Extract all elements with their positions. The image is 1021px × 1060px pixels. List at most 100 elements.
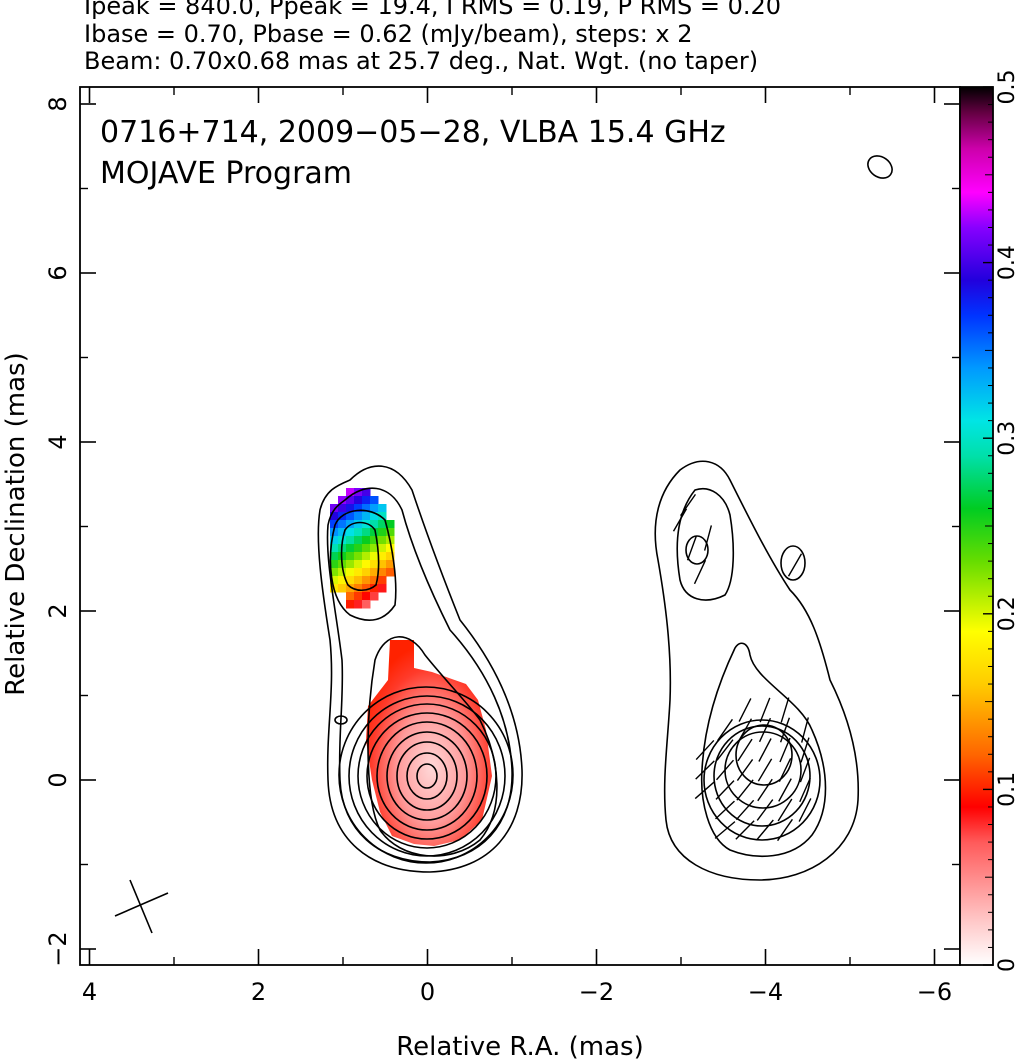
jet-polarization-pixel [370,528,379,537]
core-contours [317,465,523,873]
evpa-tick [780,697,790,723]
evpa-tick [679,493,697,517]
jet-polarization-pixel [370,504,379,513]
jet-polarization-pixel [330,512,339,521]
jet-polarization-pixel [378,512,387,521]
jet-polarization-pixel [354,520,363,529]
jet-polarization-pixel [330,552,339,561]
evpa-tick [736,779,754,801]
jet-polarization-pixel [346,488,355,497]
evpa-tick [801,717,809,743]
evpa-tick [686,535,698,561]
jet-polarization-pixel [330,528,339,537]
evpa-tick [694,780,716,800]
header-beam-info: Beam: 0.70x0.68 mas at 25.7 deg., Nat. W… [84,47,759,75]
jet-polarization-pixel [354,536,363,545]
jet-polarization-pixel [330,504,339,513]
jet-polarization-pixel [378,528,387,537]
jet-polarization-pixel [370,544,379,553]
jet-polarization-pixel [346,552,355,561]
jet-polarization-pixel [330,536,339,545]
jet-polarization-pixel [362,576,371,585]
y-tick-label: 8 [44,96,72,111]
y-tick-label: −2 [44,931,72,966]
evpa-tick [756,799,774,821]
jet-polarization-pixel [346,504,355,513]
evpa-tick [737,718,753,742]
jet-polarization-pixel [354,600,363,609]
evpa-tick [715,780,735,800]
jet-polarization-pixel [346,528,355,537]
jet-polarization-pixel [378,576,387,585]
evpa-tick [695,760,715,780]
jet-polarization-pixel [362,536,371,545]
evpa-tick [757,778,773,802]
y-tick-label: 2 [44,603,72,618]
evpa-tick [695,739,715,761]
evpa-tick [703,525,713,551]
jet-polarization-pixel [362,592,371,601]
header-base-levels: Ibase = 0.70, Pbase = 0.62 (mJy/beam), s… [84,20,693,48]
jet-polarization-pixel [370,560,379,569]
y-axis-label: Relative Declination (mas) [1,352,31,695]
jet-polarization-pixel [386,544,395,553]
jet-polarization-pixel [362,568,371,577]
x-tick-label: −6 [917,978,952,1006]
header-intensity-stats: Ipeak = 840.0, Ppeak = 19.4, I RMS = 0.1… [84,0,782,20]
jet-polarization-pixel [370,496,379,505]
jet-polarization-pixel [362,488,371,497]
jet-polarization-pixel [338,528,347,537]
jet-polarization-pixel [370,576,379,585]
beam-indicator [114,879,169,934]
jet-polarization-pixel [346,544,355,553]
jet-polarization-pixel [362,504,371,513]
evpa-tick [735,799,755,821]
jet-polarization-pixel [354,568,363,577]
jet-polarization-pixel [362,560,371,569]
evpa-tick [759,697,771,723]
jet-polarization-pixel [346,600,355,609]
y-tick-label: 0 [44,772,72,787]
evpa-vector-ticks [672,493,812,842]
jet-polarization-pixel [346,592,355,601]
evpa-tick [787,553,803,577]
jet-polarization-pixel [354,552,363,561]
evpa-tick [714,821,736,839]
evpa-tick [758,717,772,743]
evpa-tick [798,798,812,822]
x-tick-label: 0 [420,978,435,1006]
evpa-tick [716,739,734,761]
jet-polarization-pixel [370,552,379,561]
y-tick-label: 6 [44,265,72,280]
plot-frame [79,86,961,966]
jet-polarization-pixel [338,576,347,585]
jet-polarization-pixel [354,592,363,601]
evpa-tick [757,758,773,782]
evpa-tick [778,757,792,783]
jet-polarization-pixel [330,544,339,553]
colorbar-tick-label: 0 [995,958,1020,972]
jet-polarization-pixel [386,560,395,569]
x-tick-label: 4 [82,978,97,1006]
chart-title-line2: MOJAVE Program [100,156,352,191]
evpa-tick [672,508,688,532]
jet-polarization-pixel [330,520,339,529]
jet-polarization-pixel [362,600,371,609]
evpa-panel-contours [654,460,860,881]
jet-polarization-pixel [354,544,363,553]
jet-polarization-pixel [378,520,387,529]
evpa-tick [717,718,733,742]
jet-polarization-pixel [370,568,379,577]
jet-polarization-pixel [346,512,355,521]
evpa-tick [777,798,793,822]
x-tick-label: 2 [251,978,266,1006]
evpa-tick [779,717,791,743]
jet-polarization-pixel [338,496,347,505]
colorbar-tick-label: 0.3 [995,421,1020,456]
jet-polarization-pixel [338,568,347,577]
jet-polarization-pixel [354,504,363,513]
jet-polarization-pixel [370,512,379,521]
jet-polarization-pixel [362,544,371,553]
jet-polarization-pixel [378,560,387,569]
